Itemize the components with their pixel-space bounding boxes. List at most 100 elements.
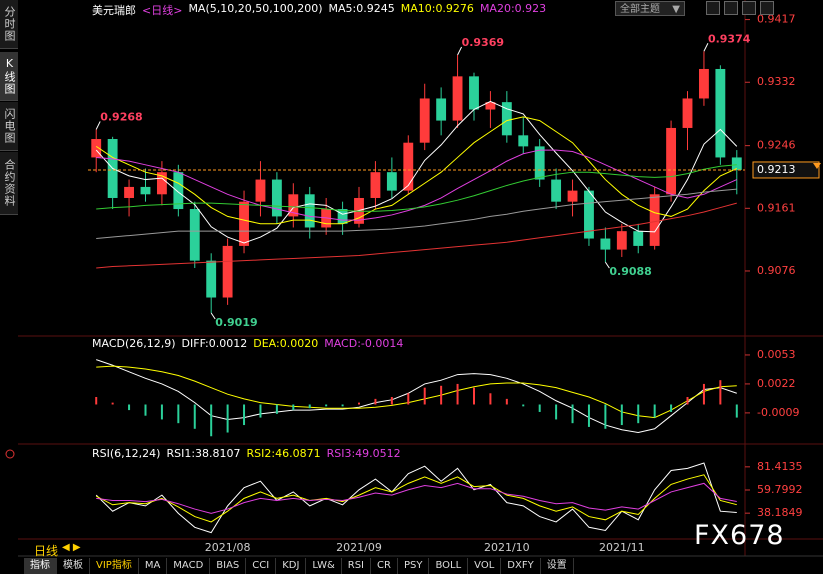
tab[interactable]: CCI xyxy=(246,558,277,574)
legend-title: MACD(26,12,9) xyxy=(92,337,176,350)
indicator-line xyxy=(96,202,737,269)
indicator-line xyxy=(95,474,737,523)
annotation: 0.9369 xyxy=(462,36,504,49)
panel-icon[interactable] xyxy=(5,449,15,459)
theme-select[interactable]: 全部主题 ▼ xyxy=(615,1,685,16)
tool-button[interactable] xyxy=(706,1,720,15)
candle-body xyxy=(567,190,578,202)
y-tick-label: 59.7992 xyxy=(757,483,803,496)
tab[interactable]: RSI xyxy=(342,558,372,574)
sidebar-tab[interactable]: 分时图 xyxy=(0,0,18,49)
indicator-line xyxy=(96,365,737,419)
tab[interactable]: 指标 xyxy=(24,558,57,574)
sidebar-tab[interactable]: K线图 xyxy=(0,52,18,101)
candle-body xyxy=(222,245,233,298)
tool-button[interactable] xyxy=(742,1,756,15)
candle-body xyxy=(501,102,512,136)
candle-body xyxy=(436,98,447,121)
candle-body xyxy=(682,98,693,128)
candle-body xyxy=(485,102,496,110)
annotation-leader xyxy=(95,121,101,130)
candle-body xyxy=(124,186,134,198)
y-tick-label: 0.9161 xyxy=(757,201,796,214)
candle-body xyxy=(699,68,709,99)
tab[interactable]: 模板 xyxy=(57,558,90,574)
annotation-leader xyxy=(210,312,216,320)
y-tick-label: 81.4135 xyxy=(757,460,803,473)
sidebar-tab[interactable]: 合约资料 xyxy=(0,152,18,215)
legend-entry: MA10:0.9276 xyxy=(400,2,474,15)
candle-body xyxy=(666,127,677,195)
annotation: 0.9374 xyxy=(708,32,751,45)
annotation: 0.9019 xyxy=(215,316,257,329)
tab[interactable]: 设置 xyxy=(541,558,574,574)
candle-body xyxy=(469,76,479,110)
y-tick-label: 0.9076 xyxy=(757,264,796,277)
tab[interactable]: BIAS xyxy=(210,558,247,574)
candle-body xyxy=(304,194,315,228)
last-price-label: 0.9213 xyxy=(757,163,796,176)
y-tick-label: 0.0053 xyxy=(757,348,796,361)
tab[interactable]: MACD xyxy=(167,558,211,574)
period-label[interactable]: 日线 xyxy=(34,544,59,558)
candle-body xyxy=(534,146,545,180)
candle-body xyxy=(518,135,529,147)
tab[interactable]: CR xyxy=(371,558,398,574)
annotation-leader xyxy=(703,43,709,52)
legend-entry: MACD:-0.0014 xyxy=(324,337,404,350)
candle-body xyxy=(403,142,414,191)
candle-body xyxy=(616,231,627,250)
panel-legend: RSI(6,12,24) RSI1:38.8107 RSI2:46.0871 RSI3… xyxy=(92,447,401,460)
indicator-line xyxy=(95,100,738,244)
annotation-leader xyxy=(457,46,463,56)
tool-button[interactable] xyxy=(760,1,774,15)
panel-legend: MACD(26,12,9) DIFF:0.0012 DEA:0.0020 MACD:-… xyxy=(92,337,403,350)
last-price-box xyxy=(752,161,820,179)
candle-body xyxy=(239,201,249,246)
tab[interactable]: KDJ xyxy=(276,558,307,574)
tab[interactable]: MA xyxy=(139,558,168,574)
legend-entry: RSI2:46.0871 xyxy=(246,447,321,460)
indicator-line xyxy=(96,359,737,434)
y-tick-label: 38.1849 xyxy=(757,506,803,519)
tab[interactable]: PSY xyxy=(398,558,430,574)
legend-entry: MA5:0.9245 xyxy=(328,2,395,15)
annotation: 0.9088 xyxy=(609,265,651,278)
tab[interactable]: VIP指标 xyxy=(90,558,139,574)
sidebar-tab[interactable]: 闪电图 xyxy=(0,102,18,151)
tab-bar: 指标 模板 VIP指标 MA MACD BIAS CCI KDJ LW& RSI CR PSY BOLL… xyxy=(24,558,574,574)
candle-body xyxy=(551,179,562,202)
y-tick-label: 0.0022 xyxy=(757,377,796,390)
tool-button[interactable] xyxy=(724,1,738,15)
tab[interactable]: BOLL xyxy=(429,558,469,574)
candle-body xyxy=(633,231,644,246)
annotation: 0.9268 xyxy=(100,110,142,123)
legend-entry: MA20:0.923 xyxy=(479,2,547,15)
legend-entry: DEA:0.0020 xyxy=(253,337,319,350)
tab[interactable]: DXFY xyxy=(501,558,541,574)
candle-body xyxy=(600,238,611,250)
period-arrows[interactable]: ◀ ▶ xyxy=(62,542,81,553)
candle-body xyxy=(173,172,184,210)
candle-body xyxy=(255,179,266,202)
candle-body xyxy=(370,172,381,198)
legend-entry: DIFF:0.0012 xyxy=(181,337,248,350)
candle-body xyxy=(649,194,660,246)
candle-body xyxy=(156,172,167,195)
candle-body xyxy=(189,209,200,261)
candle-body xyxy=(271,179,282,217)
legend-params: MA(5,10,20,50,100,200) xyxy=(188,2,323,15)
theme-label: 全部主题 xyxy=(620,4,660,15)
candle-body xyxy=(91,139,102,158)
x-tick-label: 2021/09 xyxy=(336,541,382,554)
candle-body xyxy=(419,98,430,143)
watermark: FX678 xyxy=(694,520,785,551)
last-price-marker xyxy=(813,162,821,169)
tab[interactable]: LW& xyxy=(306,558,342,574)
indicator-line xyxy=(96,164,737,212)
tab[interactable]: VOL xyxy=(468,558,502,574)
indicator-line xyxy=(96,188,737,240)
